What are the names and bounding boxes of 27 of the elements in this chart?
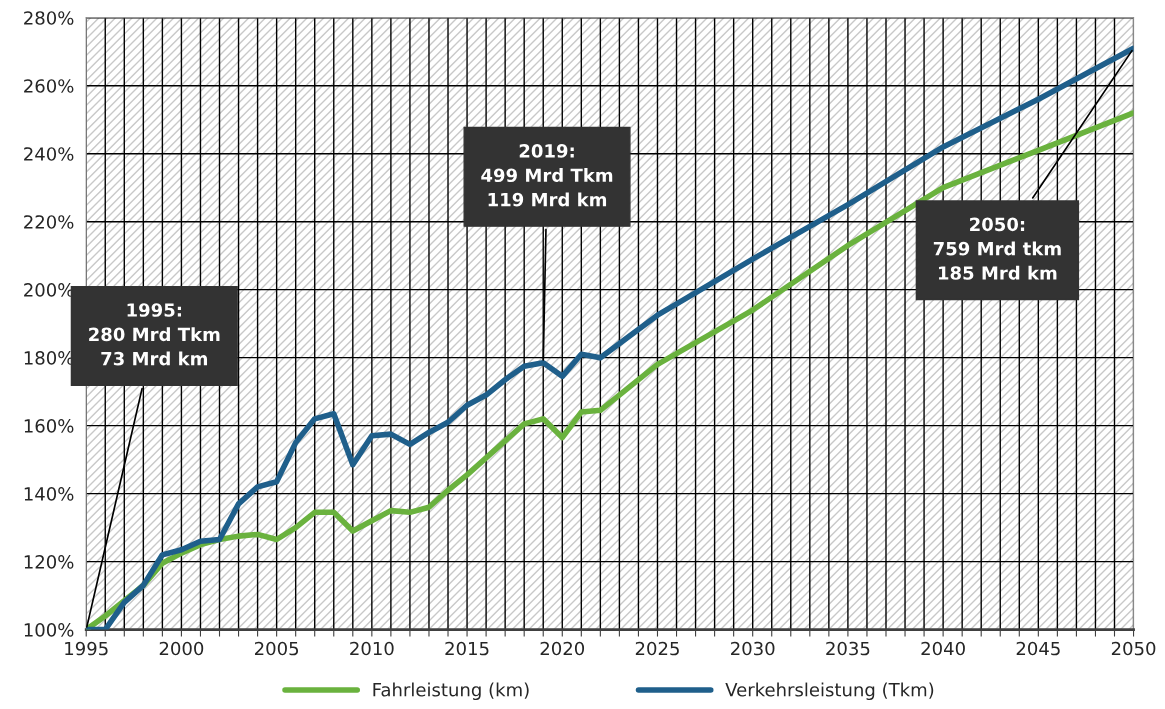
x-tick-label: 2005 — [254, 641, 299, 656]
y-tick-label: 180% — [24, 351, 74, 365]
y-tick-label: 120% — [24, 555, 74, 569]
x-tick-label: 2045 — [1016, 641, 1060, 656]
x-tick-label: 1995 — [65, 641, 108, 656]
y-tick-label: 100% — [24, 623, 74, 637]
x-tick-label: 2040 — [921, 641, 965, 656]
x-tick-label: 2015 — [445, 641, 489, 656]
x-tick-label: 2020 — [540, 641, 585, 656]
y-tick-label: 260% — [24, 79, 74, 93]
annotation: 2050: 759 Mrd tkm 185 Mrd km — [933, 217, 1061, 280]
x-tick-label: 2010 — [350, 641, 394, 656]
x-tick-label: 2050 — [1111, 641, 1156, 656]
annotation: 2019: 499 Mrd Tkm 119 Mrd km — [481, 144, 613, 207]
y-tick-label: 240% — [24, 147, 74, 161]
x-tick-label: 2030 — [731, 641, 775, 656]
y-tick-label: 140% — [24, 487, 74, 501]
y-tick-label: 200% — [24, 283, 74, 297]
legend-label: Fahrleistung (km) — [373, 682, 529, 701]
y-tick-label: 160% — [24, 419, 74, 433]
y-tick-label: 220% — [24, 215, 74, 229]
y-tick-label: 280% — [24, 11, 74, 25]
x-tick-label: 2035 — [826, 641, 870, 656]
annotation: 1995: 280 Mrd Tkm 73 Mrd km — [89, 303, 220, 366]
x-tick-label: 2000 — [159, 641, 204, 656]
legend-label: Verkehrsleistung (Tkm) — [725, 682, 934, 701]
x-tick-label: 2025 — [635, 641, 679, 656]
